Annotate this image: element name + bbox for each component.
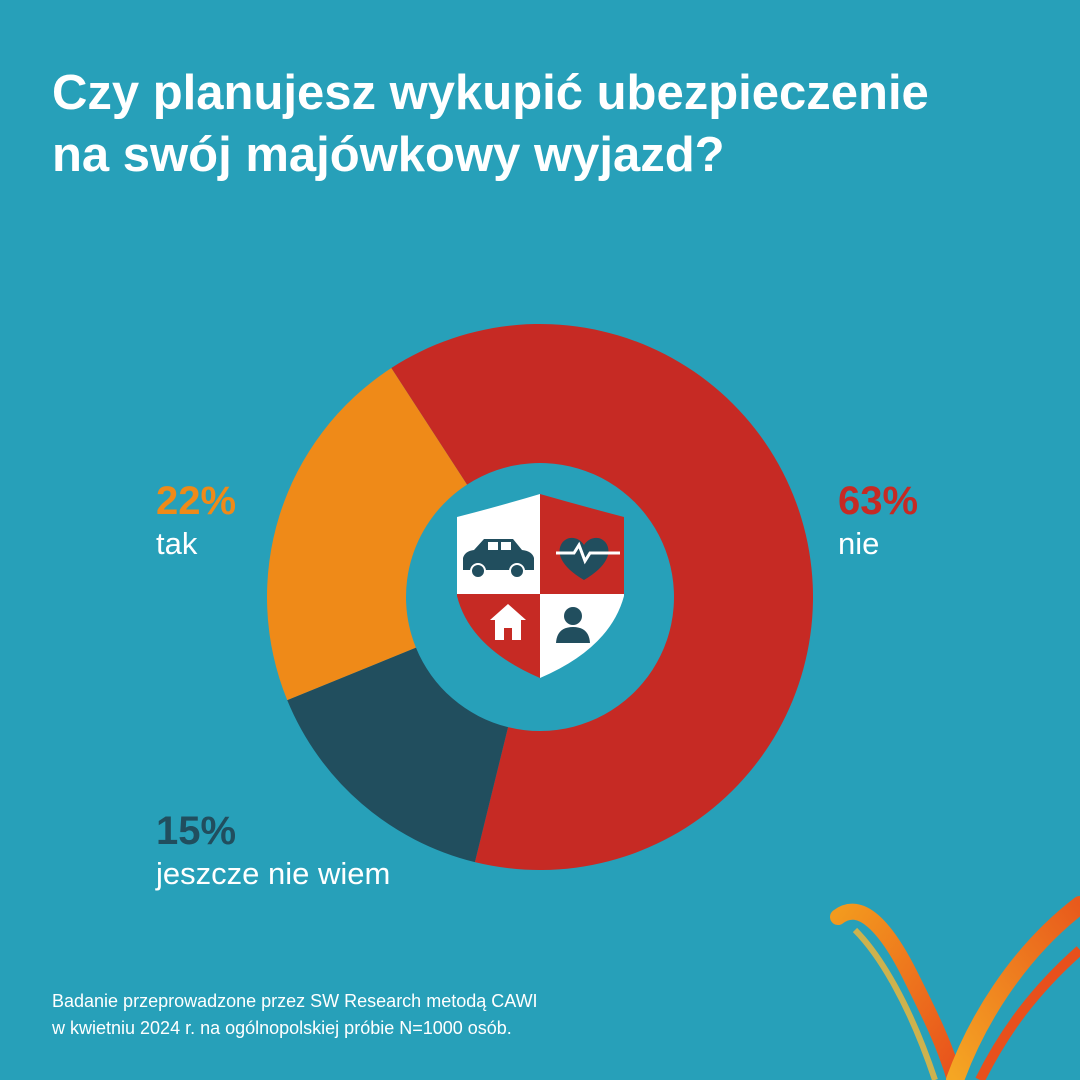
donut-slice-tak [267,368,468,701]
person-icon [556,607,590,643]
jeszcze-nie-wiem-percent: 15% [156,809,237,853]
house-icon [490,604,526,640]
car-icon [463,539,534,579]
donut-slice-jeszcze-nie-wiem [287,647,509,863]
donut-slice-nie [391,323,814,870]
tak-label: tak [156,526,198,561]
footnote-line-1: Badanie przeprowadzone przez SW Research… [52,991,538,1011]
slice-label-jeszcze-nie-wiem: 15% jeszcze nie wiem [156,808,390,894]
jeszcze-nie-wiem-label: jeszcze nie wiem [156,856,391,891]
tak-percent: 22% [156,479,237,523]
chart-title-line-2: na swój majówkowy wyjazd? [52,128,725,182]
nie-label: nie [838,526,880,561]
nie-percent: 63% [838,479,919,523]
insurance-shield-icon [457,494,624,678]
slice-label-tak: 22% tak [156,478,236,564]
donut-slices [267,323,814,870]
chart-title-line-1: Czy planujesz wykupić ubezpieczenie [52,66,929,120]
brand-swoosh-logo-icon [830,896,1080,1080]
methodology-footnote: Badanie przeprowadzone przez SW Research… [52,988,538,1042]
footnote-line-2: w kwietniu 2024 r. na ogólnopolskiej pró… [52,1018,512,1038]
slice-label-nie: 63% nie [838,478,918,564]
heart-icon [556,537,620,580]
chart-title: Czy planujesz wykupić ubezpieczenie na s… [52,62,1032,186]
